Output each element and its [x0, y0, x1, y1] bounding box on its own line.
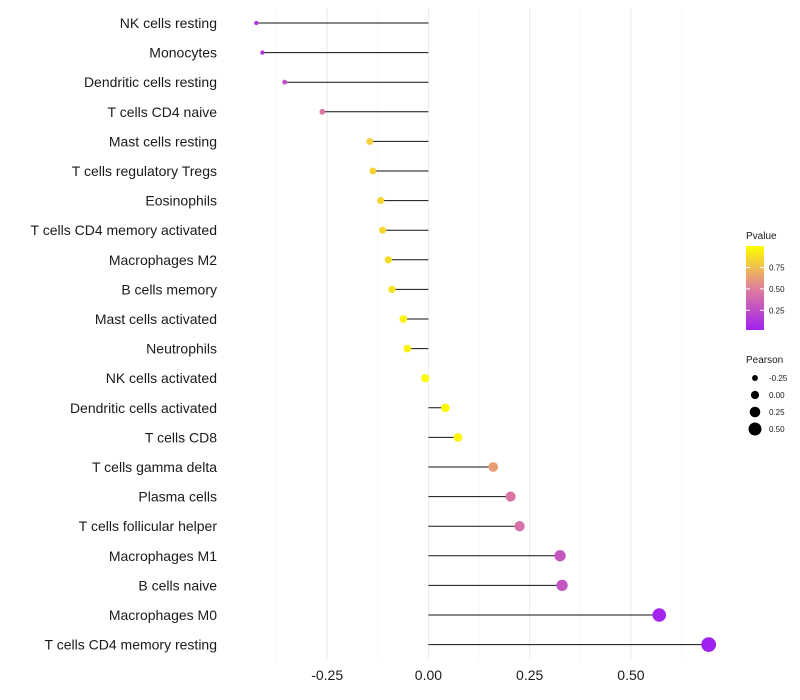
x-tick-label: 0.00	[415, 667, 442, 683]
size-key-label: 0.50	[769, 425, 785, 434]
lollipop-point	[254, 20, 259, 26]
lollipop-point	[488, 462, 499, 472]
category-label: B cells memory	[121, 281, 217, 297]
size-key-label: 0.00	[769, 391, 785, 400]
lollipop-point	[505, 491, 516, 502]
grid-layer	[276, 8, 682, 660]
category-label: T cells CD4 naive	[108, 104, 218, 120]
category-label: Eosinophils	[145, 193, 217, 209]
lollipop-point	[514, 521, 525, 532]
lollipop-point	[701, 637, 717, 652]
category-label: T cells follicular helper	[79, 518, 218, 534]
size-key-dot	[750, 390, 760, 400]
lollipop-point	[282, 79, 288, 85]
category-label: T cells regulatory Tregs	[72, 163, 217, 179]
category-label: Macrophages M0	[109, 607, 217, 623]
category-label: Mast cells resting	[109, 133, 217, 149]
x-tick-label: 0.25	[516, 667, 543, 683]
category-label: Mast cells activated	[95, 311, 217, 327]
category-label: T cells gamma delta	[92, 459, 217, 475]
pearson-legend-title: Pearson	[746, 355, 783, 366]
category-label: NK cells resting	[120, 15, 217, 31]
lollipop-point	[388, 285, 396, 294]
category-label: Plasma cells	[138, 489, 217, 505]
lollipop-point	[377, 197, 385, 205]
lollipop-point	[369, 167, 377, 175]
category-label: Neutrophils	[146, 341, 217, 357]
lollipop-point	[453, 432, 463, 442]
lollipop-point	[384, 256, 392, 264]
point-layer	[254, 20, 717, 652]
category-label: T cells CD4 memory resting	[45, 637, 217, 653]
pvalue-legend-title: Pvalue	[746, 231, 777, 242]
colorbar-label: 0.75	[769, 263, 785, 272]
lollipop-point	[441, 403, 450, 413]
pvalue-legend: Pvalue 0.75 0.50 0.25	[746, 231, 785, 330]
category-labels: NK cells resting Monocytes Dendritic cells…	[31, 15, 218, 653]
lollipop-point	[379, 226, 387, 234]
category-label: Macrophages M1	[109, 548, 217, 564]
size-key-label: 0.25	[769, 408, 785, 417]
x-axis-ticks: -0.25 0.00 0.25 0.50	[311, 667, 645, 683]
lollipop-point	[556, 579, 568, 592]
lollipop-point	[260, 50, 265, 55]
size-key-dot	[748, 422, 762, 436]
category-label: T cells CD8	[145, 429, 217, 445]
size-key-label: -0.25	[769, 374, 788, 383]
category-label: B cells naive	[138, 577, 217, 593]
lollipop-point	[399, 315, 408, 323]
category-label: Dendritic cells activated	[70, 400, 217, 416]
colorbar-label: 0.50	[769, 285, 785, 294]
lollipop-point	[319, 108, 326, 115]
x-tick-label: -0.25	[311, 667, 343, 683]
x-tick-label: 0.50	[617, 667, 644, 683]
lollipop-point	[554, 550, 566, 562]
lollipop-point	[366, 137, 374, 145]
category-label: Monocytes	[149, 45, 217, 61]
size-key-dot	[752, 375, 758, 381]
category-label: T cells CD4 memory activated	[31, 222, 217, 238]
lollipop-point	[421, 374, 430, 383]
colorbar-label: 0.25	[769, 306, 785, 315]
pearson-legend: Pearson -0.25 0.00 0.25 0.50	[746, 355, 788, 436]
lollipop-point	[403, 344, 412, 353]
pvalue-colorbar	[746, 246, 764, 330]
category-label: NK cells activated	[106, 370, 217, 386]
lollipop-point	[652, 608, 667, 622]
stem-layer	[256, 22, 709, 646]
category-label: Macrophages M2	[109, 252, 217, 268]
size-key-dot	[749, 406, 761, 418]
category-label: Dendritic cells resting	[84, 74, 217, 90]
